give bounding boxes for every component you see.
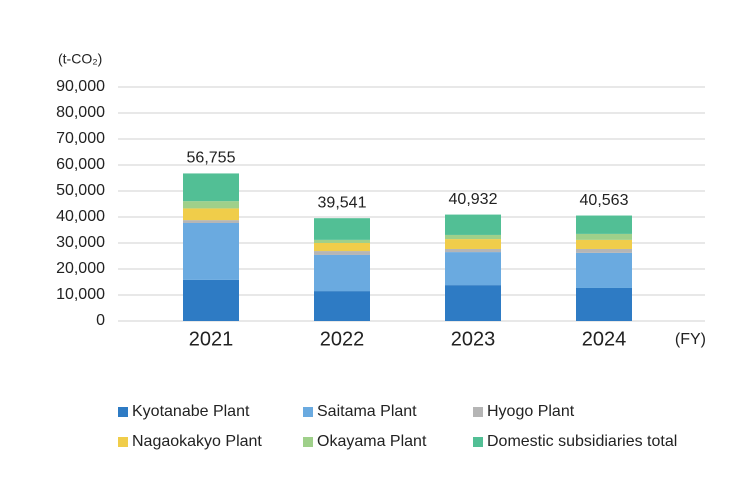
x-tick-label: 2022 — [320, 328, 365, 350]
total-label: 39,541 — [318, 194, 367, 211]
bar-segment — [314, 291, 370, 321]
y-tick-label: 10,000 — [56, 286, 105, 303]
legend-swatch — [473, 437, 483, 447]
bar-segment — [314, 243, 370, 252]
legend-swatch — [118, 437, 128, 447]
legend-label: Kyotanabe Plant — [132, 403, 250, 420]
y-tick-label: 80,000 — [56, 104, 105, 121]
y-tick-label: 60,000 — [56, 156, 105, 173]
bar-segment — [576, 252, 632, 288]
legend-swatch — [473, 407, 483, 417]
x-tick-label: 2023 — [451, 328, 496, 350]
bar-segment — [183, 173, 239, 202]
legend-label: Nagaokakyo Plant — [132, 433, 262, 450]
bar-segment — [576, 287, 632, 321]
bar-segment — [445, 239, 501, 249]
y-axis-unit: (t-CO₂) — [58, 51, 102, 67]
x-tick-label: 2021 — [189, 328, 234, 350]
legend-swatch — [303, 407, 313, 417]
legend-label: Okayama Plant — [317, 433, 427, 450]
y-tick-label: 30,000 — [56, 234, 105, 251]
total-label: 40,932 — [449, 191, 498, 208]
bar-segment — [445, 285, 501, 321]
bar-segment — [576, 248, 632, 253]
bar-segment — [183, 208, 239, 221]
bar-segment — [183, 220, 239, 223]
bar-segment — [314, 239, 370, 243]
x-tick-label: 2024 — [582, 328, 627, 350]
legend-label: Domestic subsidiaries total — [487, 433, 677, 450]
bar-segment — [314, 251, 370, 255]
bar-segment — [576, 215, 632, 234]
bar-segment — [445, 252, 501, 286]
legend-swatch — [118, 407, 128, 417]
bar-segment — [314, 218, 370, 240]
bar-segment — [445, 214, 501, 235]
bar-segment — [445, 248, 501, 253]
legend-label: Hyogo Plant — [487, 403, 575, 420]
bar-segment — [183, 279, 239, 321]
y-tick-label: 0 — [96, 312, 105, 329]
bar-segment — [445, 234, 501, 240]
legend-label: Saitama Plant — [317, 403, 417, 420]
legend-swatch — [303, 437, 313, 447]
total-label: 56,755 — [187, 150, 236, 167]
y-tick-label: 50,000 — [56, 182, 105, 199]
y-tick-label: 70,000 — [56, 130, 105, 147]
bar-segment — [576, 239, 632, 249]
y-tick-label: 40,000 — [56, 208, 105, 225]
y-tick-label: 20,000 — [56, 260, 105, 277]
y-tick-label: 90,000 — [56, 78, 105, 95]
bar-segment — [576, 233, 632, 240]
bar-segment — [183, 222, 239, 280]
bar-segment — [314, 254, 370, 292]
bar-segment — [183, 201, 239, 209]
x-axis-unit: (FY) — [675, 331, 706, 348]
total-label: 40,563 — [580, 192, 629, 209]
